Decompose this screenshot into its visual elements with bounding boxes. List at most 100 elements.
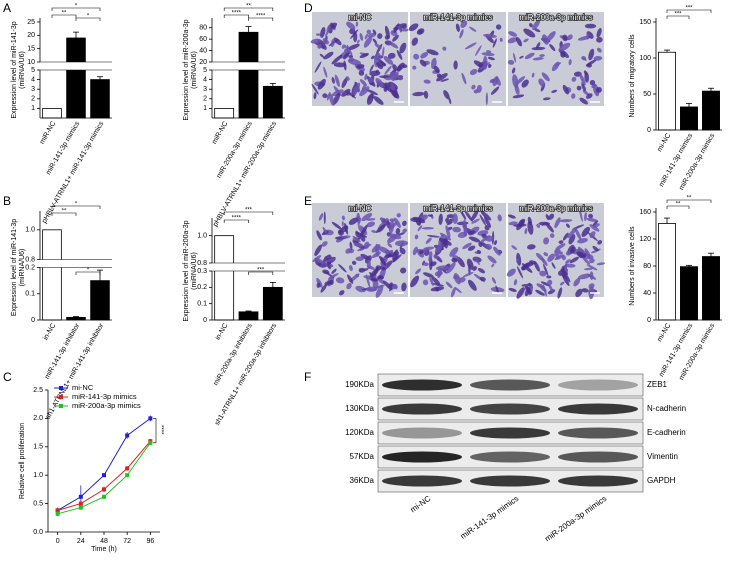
cell <box>431 276 441 286</box>
cell <box>423 262 429 266</box>
cell <box>588 213 594 219</box>
bar <box>262 85 283 119</box>
y-tick-label: 4 <box>203 76 207 83</box>
cell <box>561 269 568 276</box>
cell <box>346 21 356 30</box>
protein-name: E-cadherin <box>647 428 686 437</box>
cell <box>387 220 390 225</box>
y-tick-label: 4 <box>31 76 35 83</box>
cell <box>366 221 375 228</box>
cell <box>355 256 365 261</box>
cell <box>445 218 454 224</box>
significance-bracket <box>223 14 249 18</box>
y-tick-label: 80 <box>199 25 207 32</box>
legend-label: miR-200a-3p mimics <box>72 401 141 410</box>
cell <box>539 54 545 57</box>
cell <box>497 214 502 222</box>
protein-name: ZEB1 <box>647 380 668 389</box>
cell <box>471 218 480 224</box>
cell <box>420 52 429 59</box>
cell <box>508 221 518 226</box>
y-tick-label: 160 <box>639 209 651 216</box>
y-tick-label: 150 <box>639 19 651 26</box>
lane-label: miR-141-3p mimics <box>459 494 521 541</box>
cell <box>484 225 490 231</box>
y-tick-label: 5 <box>31 67 35 74</box>
cell <box>379 217 384 221</box>
cell <box>577 273 592 280</box>
legend-marker <box>59 386 63 390</box>
cell <box>428 257 432 262</box>
cell <box>461 72 467 85</box>
protein-name: Vimentin <box>647 452 678 461</box>
cell <box>419 59 427 67</box>
cell <box>379 75 390 79</box>
cell <box>323 66 328 78</box>
cell <box>443 90 450 100</box>
cell <box>495 285 499 294</box>
point <box>125 473 130 478</box>
significance-label: ** <box>246 4 251 10</box>
blot-band <box>470 451 550 463</box>
cell <box>579 208 583 222</box>
cell <box>506 268 516 277</box>
cell <box>391 71 399 82</box>
cell <box>543 237 550 245</box>
cell <box>400 267 407 274</box>
cell <box>367 77 374 84</box>
cell <box>511 67 516 74</box>
cell <box>558 251 563 255</box>
point <box>102 494 106 499</box>
cell <box>371 55 375 60</box>
cell <box>384 249 390 255</box>
point <box>78 505 83 510</box>
significance-bracket <box>153 418 157 444</box>
cell <box>493 246 501 256</box>
cell <box>320 26 326 38</box>
cell <box>349 265 353 272</box>
cell <box>516 258 520 263</box>
axis-break <box>35 259 113 268</box>
cell <box>423 79 431 84</box>
y-tick-label: 80 <box>643 263 651 270</box>
cell <box>422 279 429 286</box>
image-label: mi-NC <box>349 204 372 213</box>
cell <box>332 92 341 105</box>
y-axis-label: Expression level of miR-200a-3p <box>183 220 190 321</box>
blot-band <box>558 403 638 415</box>
cell <box>548 213 555 220</box>
cell <box>433 65 440 74</box>
cell <box>545 214 550 221</box>
cell <box>511 245 518 250</box>
cell <box>512 94 525 99</box>
significance-bracket <box>51 212 77 216</box>
cell <box>415 268 422 275</box>
cell <box>464 210 473 222</box>
cell <box>452 275 459 280</box>
y-axis-label: Expression level of miR-141-3p <box>11 21 18 118</box>
significance-label: *** <box>245 208 253 214</box>
cell <box>349 241 353 250</box>
cell <box>568 234 576 245</box>
cell <box>347 43 360 51</box>
cell <box>515 76 526 85</box>
cell <box>581 226 590 237</box>
cell <box>487 255 497 264</box>
blot-band <box>558 451 638 463</box>
blot-band <box>382 403 462 415</box>
cell <box>315 33 321 36</box>
image-label: miR-200a-3p mimics <box>519 13 592 22</box>
cell <box>585 93 593 99</box>
cell <box>524 52 535 60</box>
x-tick-label: miR-NC <box>39 120 58 145</box>
cell <box>561 254 567 261</box>
cell <box>559 281 565 286</box>
cell <box>571 76 577 82</box>
cell <box>375 265 382 271</box>
cell <box>338 264 347 273</box>
cell <box>371 251 381 258</box>
significance-label: *** <box>674 12 682 18</box>
legend-label: miR-141-3p mimics <box>72 392 137 401</box>
cell <box>341 88 351 97</box>
cell <box>379 255 387 266</box>
